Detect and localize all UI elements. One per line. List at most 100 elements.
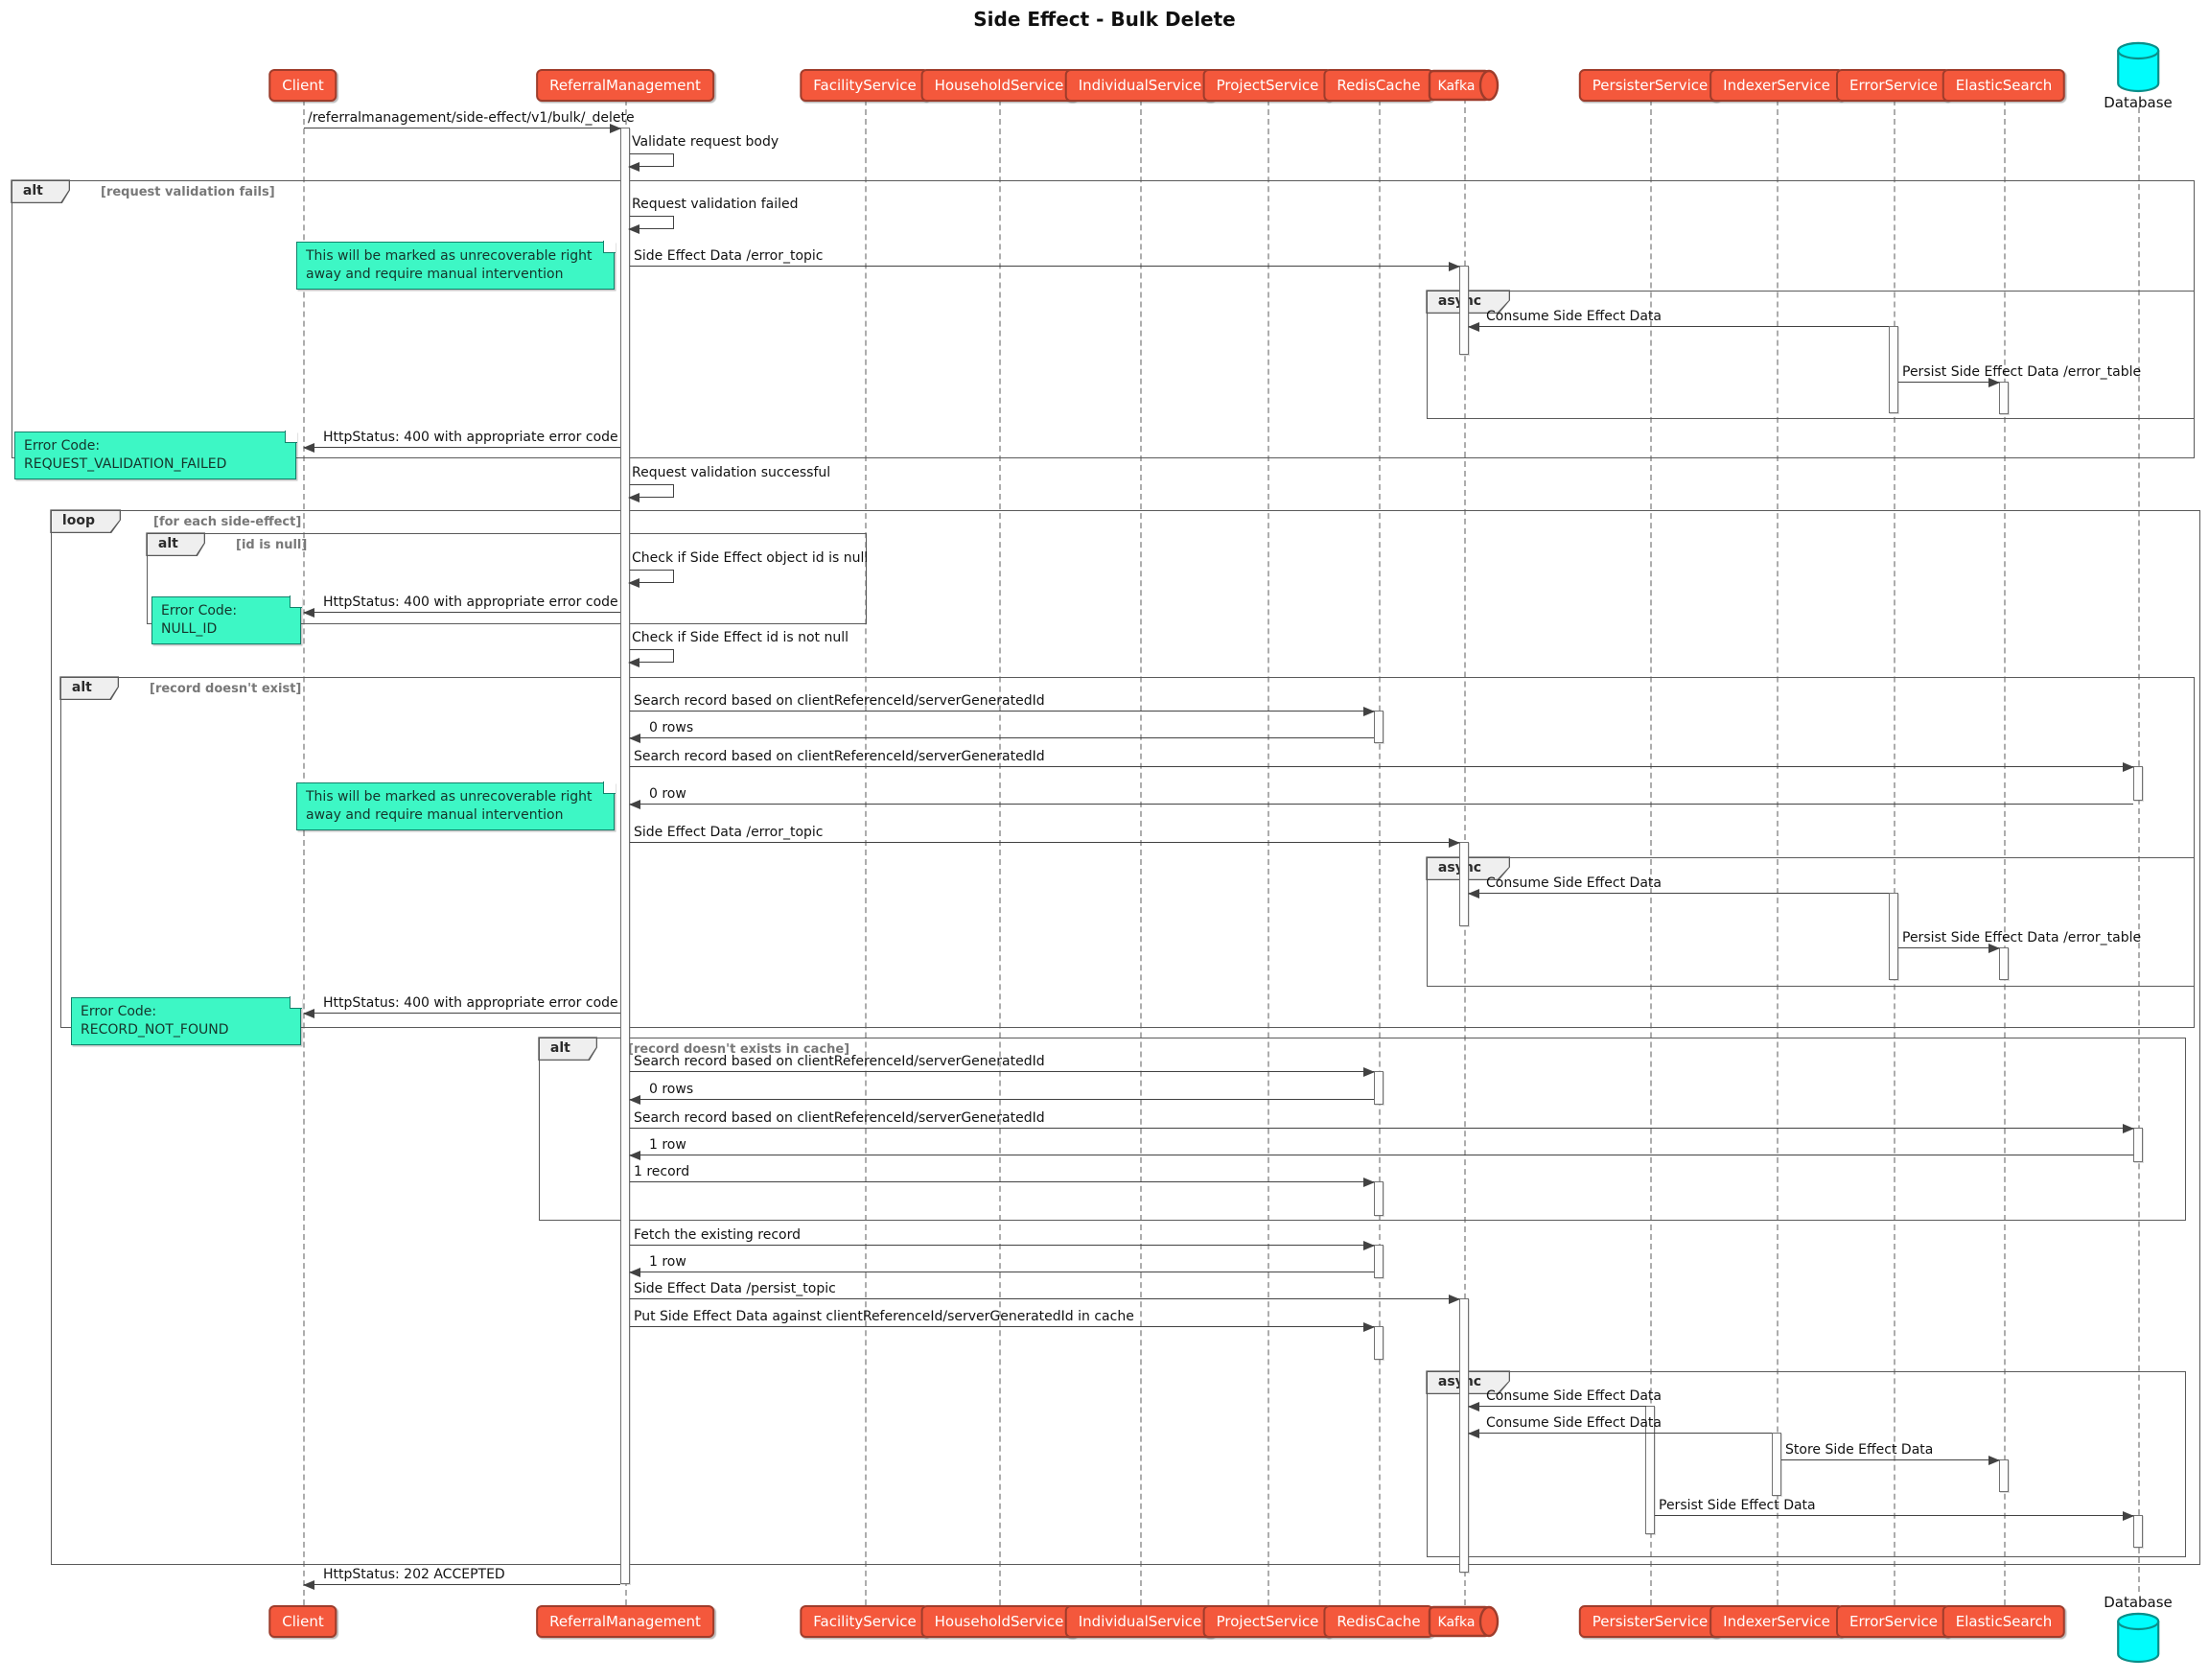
message-http-400: HttpStatus: 400 with appropriate error c…: [303, 430, 620, 453]
arrowhead-icon: [629, 1151, 640, 1160]
participant-indexerservice-bottom: IndexerService: [1709, 1605, 1844, 1638]
self-message-request-validation-successful: Request validation successful: [628, 465, 830, 502]
note-error-request-validation-failed: Error Code: REQUEST_VALIDATION_FAILED: [14, 431, 297, 479]
participant-kafka-top: Kafka: [1427, 67, 1501, 104]
participant-persisterservice-bottom: PersisterService: [1578, 1605, 1722, 1638]
lifeline-persisterservice: [1650, 100, 1652, 1605]
lifeline-elasticsearch: [2004, 100, 2006, 1605]
participant-client-top: Client: [268, 69, 337, 102]
message-0-rows: 0 rows: [629, 720, 1374, 743]
message-store-side-effect: Store Side Effect Data: [1781, 1442, 2000, 1465]
activation-rediscache: [1374, 1181, 1384, 1216]
participant-referralmanagement-bottom: ReferralManagement: [536, 1605, 714, 1638]
frame-guard: [for each side-effect]: [153, 515, 302, 529]
frame-tab: alt: [538, 1037, 598, 1062]
message-consume-side-effect: Consume Side Effect Data: [1468, 309, 1889, 332]
database-label: Database: [2104, 1594, 2173, 1611]
lifeline-indexerservice: [1777, 100, 1779, 1605]
lifeline-errorservice: [1894, 100, 1895, 1605]
participant-elasticsearch-top: ElasticSearch: [1942, 69, 2066, 102]
frame-tab: alt: [11, 179, 71, 204]
note-error-record-not-found: Error Code: RECORD_NOT_FOUND: [71, 996, 302, 1045]
message-side-effect-error-topic: Side Effect Data /error_topic: [630, 248, 1460, 271]
frame-alt-id-is-null: alt [id is null]: [146, 532, 867, 624]
arrowhead-icon: [628, 224, 639, 234]
self-message-request-validation-failed: Request validation failed: [628, 197, 798, 234]
queue-icon: Kafka: [1428, 1605, 1500, 1638]
queue-label: Kafka: [1438, 1615, 1476, 1630]
activation-rediscache: [1374, 711, 1384, 743]
participant-householdservice-bottom: HouseholdService: [920, 1605, 1078, 1638]
message-search-record-cache: Search record based on clientReferenceId…: [630, 693, 1375, 716]
activation-kafka: [1459, 842, 1469, 926]
participant-database-bottom: Database: [2104, 1594, 2173, 1665]
arrowhead-icon: [629, 734, 640, 743]
arrowhead-icon: [303, 1580, 314, 1590]
arrowhead-icon: [1449, 1295, 1460, 1304]
activation-errorservice: [1889, 893, 1898, 980]
activation-persisterservice: [1645, 1406, 1655, 1534]
arrowhead-icon: [1468, 1402, 1479, 1412]
note-error-null-id: Error Code: NULL_ID: [151, 595, 302, 644]
arrowhead-icon: [629, 1268, 640, 1277]
participant-errorservice-bottom: ErrorService: [1836, 1605, 1951, 1638]
participant-referralmanagement-top: ReferralManagement: [536, 69, 714, 102]
message-search-record-cache: Search record based on clientReferenceId…: [630, 1054, 1375, 1077]
arrowhead-icon: [1363, 707, 1375, 716]
arrowhead-icon: [2123, 1511, 2134, 1521]
message-0-row: 0 row: [629, 786, 2133, 809]
arrowhead-icon: [1363, 1067, 1375, 1077]
activation-elasticsearch: [1999, 382, 2009, 414]
message-search-record-db: Search record based on clientReferenceId…: [630, 1110, 2134, 1133]
message-fetch-existing-record: Fetch the existing record: [630, 1227, 1375, 1250]
message-consume-side-effect: Consume Side Effect Data: [1468, 1388, 1662, 1412]
arrowhead-icon: [1363, 1178, 1375, 1187]
message-http-202: HttpStatus: 202 ACCEPTED: [303, 1567, 620, 1590]
frame-alt-record-doesnt-exists-in-cache: alt [record doesn't exists in cache]: [538, 1037, 2186, 1221]
queue-label: Kafka: [1438, 79, 1476, 94]
activation-indexerservice: [1772, 1433, 1781, 1496]
activation-database: [2133, 1515, 2143, 1548]
activation-rediscache: [1374, 1071, 1384, 1105]
participant-errorservice-top: ErrorService: [1836, 69, 1951, 102]
participant-rediscache-top: RedisCache: [1323, 69, 1434, 102]
arrowhead-icon: [2123, 762, 2134, 772]
frame-guard: [id is null]: [236, 538, 308, 552]
participant-individualservice-bottom: IndividualService: [1064, 1605, 1216, 1638]
arrowhead-icon: [628, 493, 639, 502]
frame-guard: [request validation fails]: [101, 185, 275, 199]
message-consume-side-effect: Consume Side Effect Data: [1468, 1415, 1772, 1438]
arrowhead-icon: [1988, 378, 2000, 387]
message-search-record-db: Search record based on clientReferenceId…: [630, 749, 2134, 772]
message-side-effect-persist-topic: Side Effect Data /persist_topic: [630, 1281, 1460, 1304]
activation-elasticsearch: [1999, 1459, 2009, 1492]
arrowhead-icon: [303, 1009, 314, 1018]
database-icon: [2116, 41, 2160, 93]
arrowhead-icon: [1449, 262, 1460, 271]
arrowhead-icon: [1363, 1322, 1375, 1332]
message-persist-side-effect: Persist Side Effect Data: [1655, 1498, 2134, 1521]
arrowhead-icon: [303, 608, 314, 618]
message-put-side-effect-cache: Put Side Effect Data against clientRefer…: [630, 1309, 1375, 1332]
participant-facilityservice-top: FacilityService: [800, 69, 930, 102]
participant-facilityservice-bottom: FacilityService: [800, 1605, 930, 1638]
message-persist-error-table: Persist Side Effect Data /error_table: [1898, 930, 2141, 953]
arrowhead-icon: [1468, 322, 1479, 332]
activation-referralmanagement: [620, 128, 630, 1584]
lifeline-facilityservice: [865, 100, 867, 1605]
arrowhead-icon: [629, 1095, 640, 1105]
participant-database-top: Database: [2104, 40, 2173, 111]
frame-alt-record-doesnt-exist: alt [record doesn't exist]: [59, 676, 2195, 1028]
participant-rediscache-bottom: RedisCache: [1323, 1605, 1434, 1638]
queue-icon: Kafka: [1428, 69, 1500, 102]
participant-client-bottom: Client: [268, 1605, 337, 1638]
frame-tab: alt: [146, 532, 206, 557]
message-1-record: 1 record: [630, 1164, 1375, 1187]
frame-loop-for-each-side-effect: loop [for each side-effect]: [50, 509, 2200, 1565]
note-unrecoverable: This will be marked as unrecoverable rig…: [296, 782, 616, 830]
lifeline-projectservice: [1267, 100, 1269, 1605]
frame-guard: [record doesn't exist]: [150, 682, 302, 696]
message-http-400: HttpStatus: 400 with appropriate error c…: [303, 595, 620, 618]
arrowhead-icon: [1988, 944, 2000, 953]
